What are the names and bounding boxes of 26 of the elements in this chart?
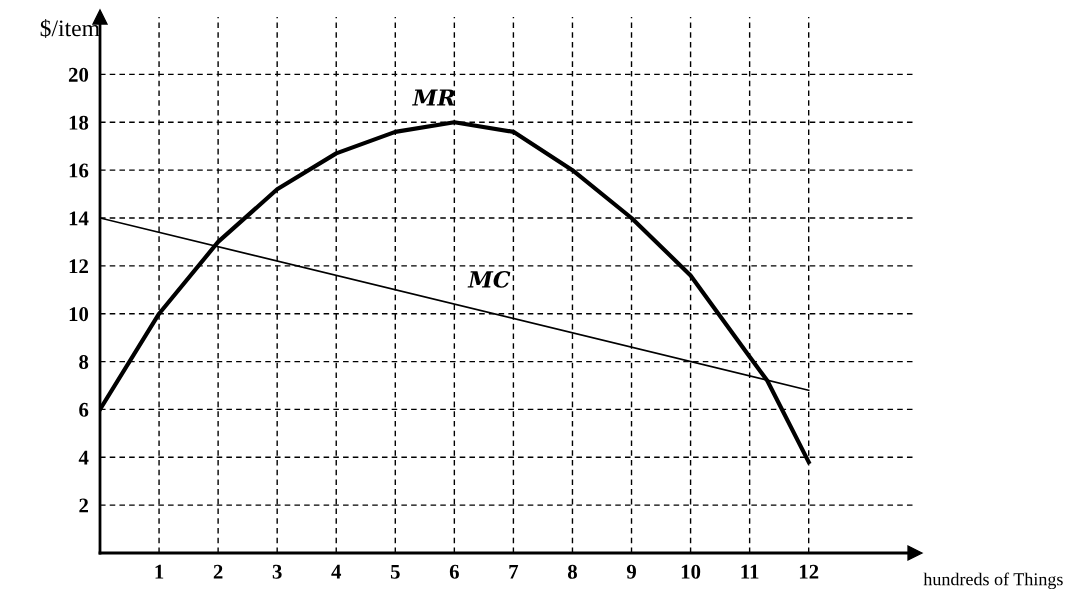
series-label: MR [412, 89, 455, 106]
x-tick-label: 7 [509, 564, 519, 579]
y-tick-label: 12 [69, 259, 88, 274]
y-tick-label: 10 [69, 307, 89, 322]
y-tick-label: 20 [68, 67, 89, 82]
y-tick-label: 6 [79, 402, 89, 417]
y-tick-label: 16 [69, 163, 89, 178]
y-tick-label: 2 [79, 498, 88, 513]
x-axis-title: hundreds of Things [923, 572, 1063, 590]
y-tick-label: 18 [69, 115, 89, 130]
x-tick-label: 9 [626, 564, 636, 579]
x-tick-label: 11 [741, 564, 759, 579]
y-tick-label: 14 [69, 211, 89, 226]
x-tick-label: 12 [799, 564, 819, 579]
y-tick-label: 8 [79, 354, 89, 369]
y-axis-title: $/item [40, 18, 100, 38]
y-tick-label: 4 [78, 450, 89, 465]
x-tick-label: 6 [449, 564, 459, 579]
x-tick-label: 8 [567, 564, 577, 579]
x-tick-label: 3 [272, 564, 282, 579]
x-tick-label: 2 [213, 564, 223, 579]
series-label: MC [467, 270, 511, 288]
x-tick-label: 5 [390, 564, 400, 579]
x-tick-label: 10 [681, 564, 701, 579]
x-tick-label: 4 [331, 564, 342, 579]
x-tick-label: 1 [155, 564, 164, 579]
